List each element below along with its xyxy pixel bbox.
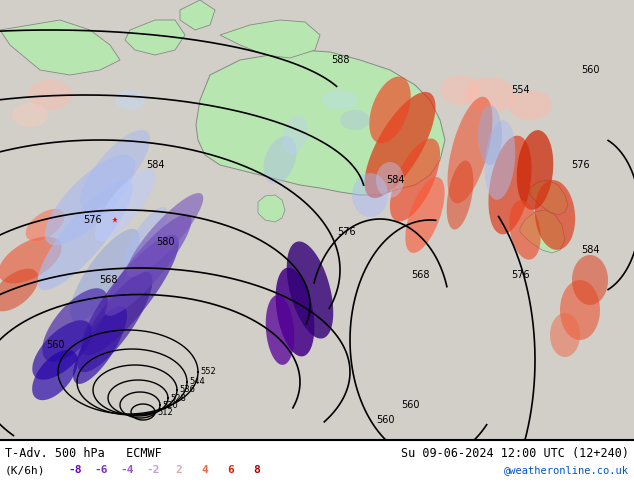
Polygon shape <box>550 313 580 357</box>
Text: -6: -6 <box>94 465 108 475</box>
Polygon shape <box>264 136 297 184</box>
Polygon shape <box>340 110 370 130</box>
Polygon shape <box>440 75 480 105</box>
Polygon shape <box>266 295 294 365</box>
Polygon shape <box>530 180 568 215</box>
Polygon shape <box>365 92 436 198</box>
Polygon shape <box>0 269 39 311</box>
Text: 8: 8 <box>254 465 261 475</box>
Polygon shape <box>509 200 541 260</box>
Polygon shape <box>535 180 575 250</box>
Polygon shape <box>45 155 135 245</box>
Text: 536: 536 <box>179 386 195 394</box>
Polygon shape <box>276 268 314 356</box>
Polygon shape <box>81 235 179 355</box>
Polygon shape <box>80 130 150 210</box>
Polygon shape <box>105 214 191 316</box>
Text: 576: 576 <box>511 270 529 280</box>
Polygon shape <box>42 288 108 362</box>
Polygon shape <box>258 195 285 222</box>
Polygon shape <box>32 320 92 380</box>
Polygon shape <box>37 180 133 290</box>
Polygon shape <box>28 80 72 110</box>
Polygon shape <box>448 97 493 203</box>
Text: 588: 588 <box>331 55 349 65</box>
Polygon shape <box>32 350 78 400</box>
Polygon shape <box>517 130 553 210</box>
Polygon shape <box>508 90 552 120</box>
Text: T-Adv. 500 hPa   ECMWF: T-Adv. 500 hPa ECMWF <box>5 446 162 460</box>
Polygon shape <box>369 76 411 144</box>
Polygon shape <box>572 255 608 305</box>
Polygon shape <box>478 105 502 165</box>
Polygon shape <box>12 103 48 127</box>
Text: 568: 568 <box>99 275 117 285</box>
Polygon shape <box>180 0 215 30</box>
Text: 544: 544 <box>189 377 205 387</box>
Polygon shape <box>484 120 515 200</box>
Text: 576: 576 <box>338 227 356 237</box>
Polygon shape <box>26 209 64 241</box>
Text: 560: 560 <box>46 340 64 350</box>
Text: -8: -8 <box>68 465 82 475</box>
Text: Su 09-06-2024 12:00 UTC (12+240): Su 09-06-2024 12:00 UTC (12+240) <box>401 446 629 460</box>
Polygon shape <box>77 272 152 372</box>
Polygon shape <box>115 90 145 110</box>
Text: @weatheronline.co.uk: @weatheronline.co.uk <box>504 465 629 475</box>
Polygon shape <box>390 139 440 221</box>
Text: 580: 580 <box>156 237 174 247</box>
Polygon shape <box>95 169 155 242</box>
Polygon shape <box>127 193 204 277</box>
Text: 552: 552 <box>200 368 216 376</box>
Text: 584: 584 <box>385 175 404 185</box>
Text: 528: 528 <box>170 393 186 402</box>
Polygon shape <box>376 162 404 198</box>
Text: 584: 584 <box>581 245 599 255</box>
Text: 554: 554 <box>511 85 529 95</box>
Text: 560: 560 <box>401 400 419 410</box>
Text: 576: 576 <box>571 160 590 170</box>
Bar <box>0 440 634 490</box>
Polygon shape <box>220 20 320 58</box>
Text: 520: 520 <box>162 400 178 410</box>
Polygon shape <box>352 173 388 217</box>
Text: 512: 512 <box>157 408 172 416</box>
Bar <box>0 0 634 440</box>
Text: 560: 560 <box>376 415 394 425</box>
Polygon shape <box>560 280 600 340</box>
Polygon shape <box>0 20 120 75</box>
Text: 568: 568 <box>411 270 429 280</box>
Text: 576: 576 <box>82 215 101 225</box>
Text: 2: 2 <box>176 465 183 475</box>
Polygon shape <box>488 136 531 234</box>
Polygon shape <box>447 161 474 229</box>
Polygon shape <box>405 177 444 253</box>
Text: -4: -4 <box>120 465 134 475</box>
Text: 4: 4 <box>202 465 209 475</box>
Text: (K/6h): (K/6h) <box>5 465 46 475</box>
Polygon shape <box>282 116 307 154</box>
Polygon shape <box>196 50 445 195</box>
Text: 560: 560 <box>581 65 599 75</box>
Polygon shape <box>125 20 185 55</box>
Polygon shape <box>287 242 333 339</box>
Polygon shape <box>520 210 565 253</box>
Polygon shape <box>73 306 127 384</box>
Text: 584: 584 <box>146 160 164 170</box>
Polygon shape <box>465 77 515 113</box>
Polygon shape <box>322 90 358 110</box>
Text: -2: -2 <box>146 465 160 475</box>
Polygon shape <box>70 229 140 321</box>
Polygon shape <box>0 237 61 283</box>
Text: 6: 6 <box>228 465 235 475</box>
Polygon shape <box>122 207 167 273</box>
